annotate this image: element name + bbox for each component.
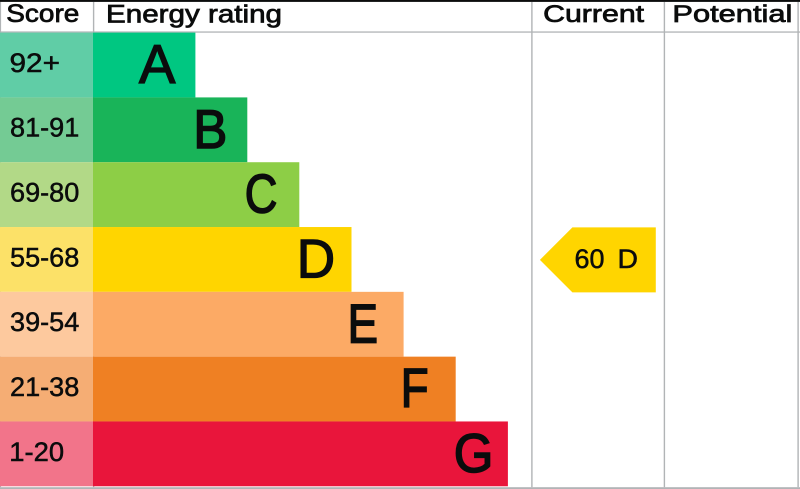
svg-text:81-91: 81-91 xyxy=(10,112,79,143)
svg-text:B: B xyxy=(193,98,227,160)
svg-text:21-38: 21-38 xyxy=(10,371,79,402)
svg-text:55-68: 55-68 xyxy=(10,241,79,272)
svg-text:D: D xyxy=(297,228,335,290)
svg-text:Score: Score xyxy=(6,0,79,28)
svg-text:1-20: 1-20 xyxy=(9,436,64,467)
svg-text:Current: Current xyxy=(543,1,644,28)
svg-text:A: A xyxy=(139,33,176,95)
svg-text:60: 60 xyxy=(575,244,605,274)
svg-text:D: D xyxy=(618,244,639,274)
svg-text:C: C xyxy=(245,163,278,225)
svg-text:G: G xyxy=(454,422,494,484)
svg-text:Energy rating: Energy rating xyxy=(106,2,282,29)
svg-text:92+: 92+ xyxy=(10,47,60,78)
svg-text:E: E xyxy=(348,292,378,354)
svg-text:69-80: 69-80 xyxy=(10,177,79,208)
svg-text:39-54: 39-54 xyxy=(10,306,79,337)
svg-text:F: F xyxy=(401,357,429,419)
svg-text:Potential: Potential xyxy=(672,1,792,28)
